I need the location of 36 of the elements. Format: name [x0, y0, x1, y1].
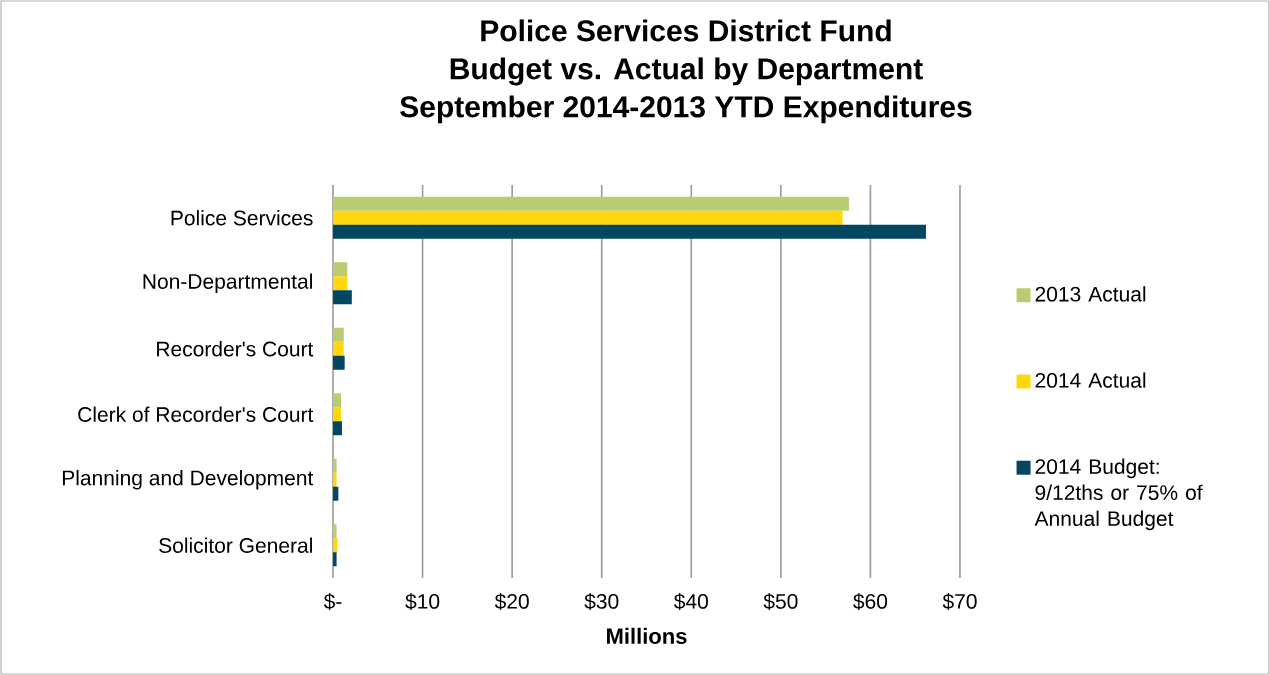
x-tick-label: $20 — [494, 593, 529, 611]
x-tick-label: $10 — [405, 593, 440, 611]
legend-label: 2014 Budget: 9/12ths or 75% of Annual Budget — [1034, 458, 1203, 531]
y-tick-label: Non-Departmental — [143, 273, 312, 294]
y-tick-label: Planning and Development — [62, 469, 314, 490]
x-tick-label: $50 — [763, 593, 798, 611]
legend-label: 2014 Actual — [1035, 372, 1146, 388]
bar — [333, 290, 352, 305]
chart-title: Police Services District Fund Budget vs. Actual by Department September 2014-2013 YTD Expenditures — [400, 19, 972, 124]
bar — [333, 327, 344, 342]
bar — [333, 196, 849, 211]
x-tick-label: $40 — [673, 593, 708, 611]
bar — [333, 210, 843, 225]
x-tick-label: $70 — [942, 593, 977, 611]
y-tick-label: Recorder's Court — [157, 341, 314, 357]
bar — [333, 486, 339, 501]
bar — [333, 262, 348, 277]
bar — [333, 421, 342, 436]
legend-label: 2013 Actual — [1035, 286, 1146, 302]
bar — [333, 524, 337, 539]
y-tick-label: Clerk of Recorder's Court — [78, 406, 314, 422]
bar — [333, 393, 342, 408]
bar — [333, 552, 337, 567]
bar — [333, 407, 342, 422]
y-tick-label: Solicitor General — [159, 537, 312, 553]
bar — [333, 224, 926, 239]
bar — [333, 458, 337, 473]
x-axis-title: Millions — [607, 627, 687, 644]
bar — [333, 355, 345, 370]
x-tick-label: $- — [323, 593, 342, 611]
bar — [333, 472, 337, 487]
x-tick-label: $60 — [853, 593, 888, 611]
bar — [333, 341, 344, 356]
x-tick-label: $30 — [584, 593, 619, 611]
bar — [333, 276, 348, 291]
y-tick-label: Police Services — [171, 210, 313, 226]
